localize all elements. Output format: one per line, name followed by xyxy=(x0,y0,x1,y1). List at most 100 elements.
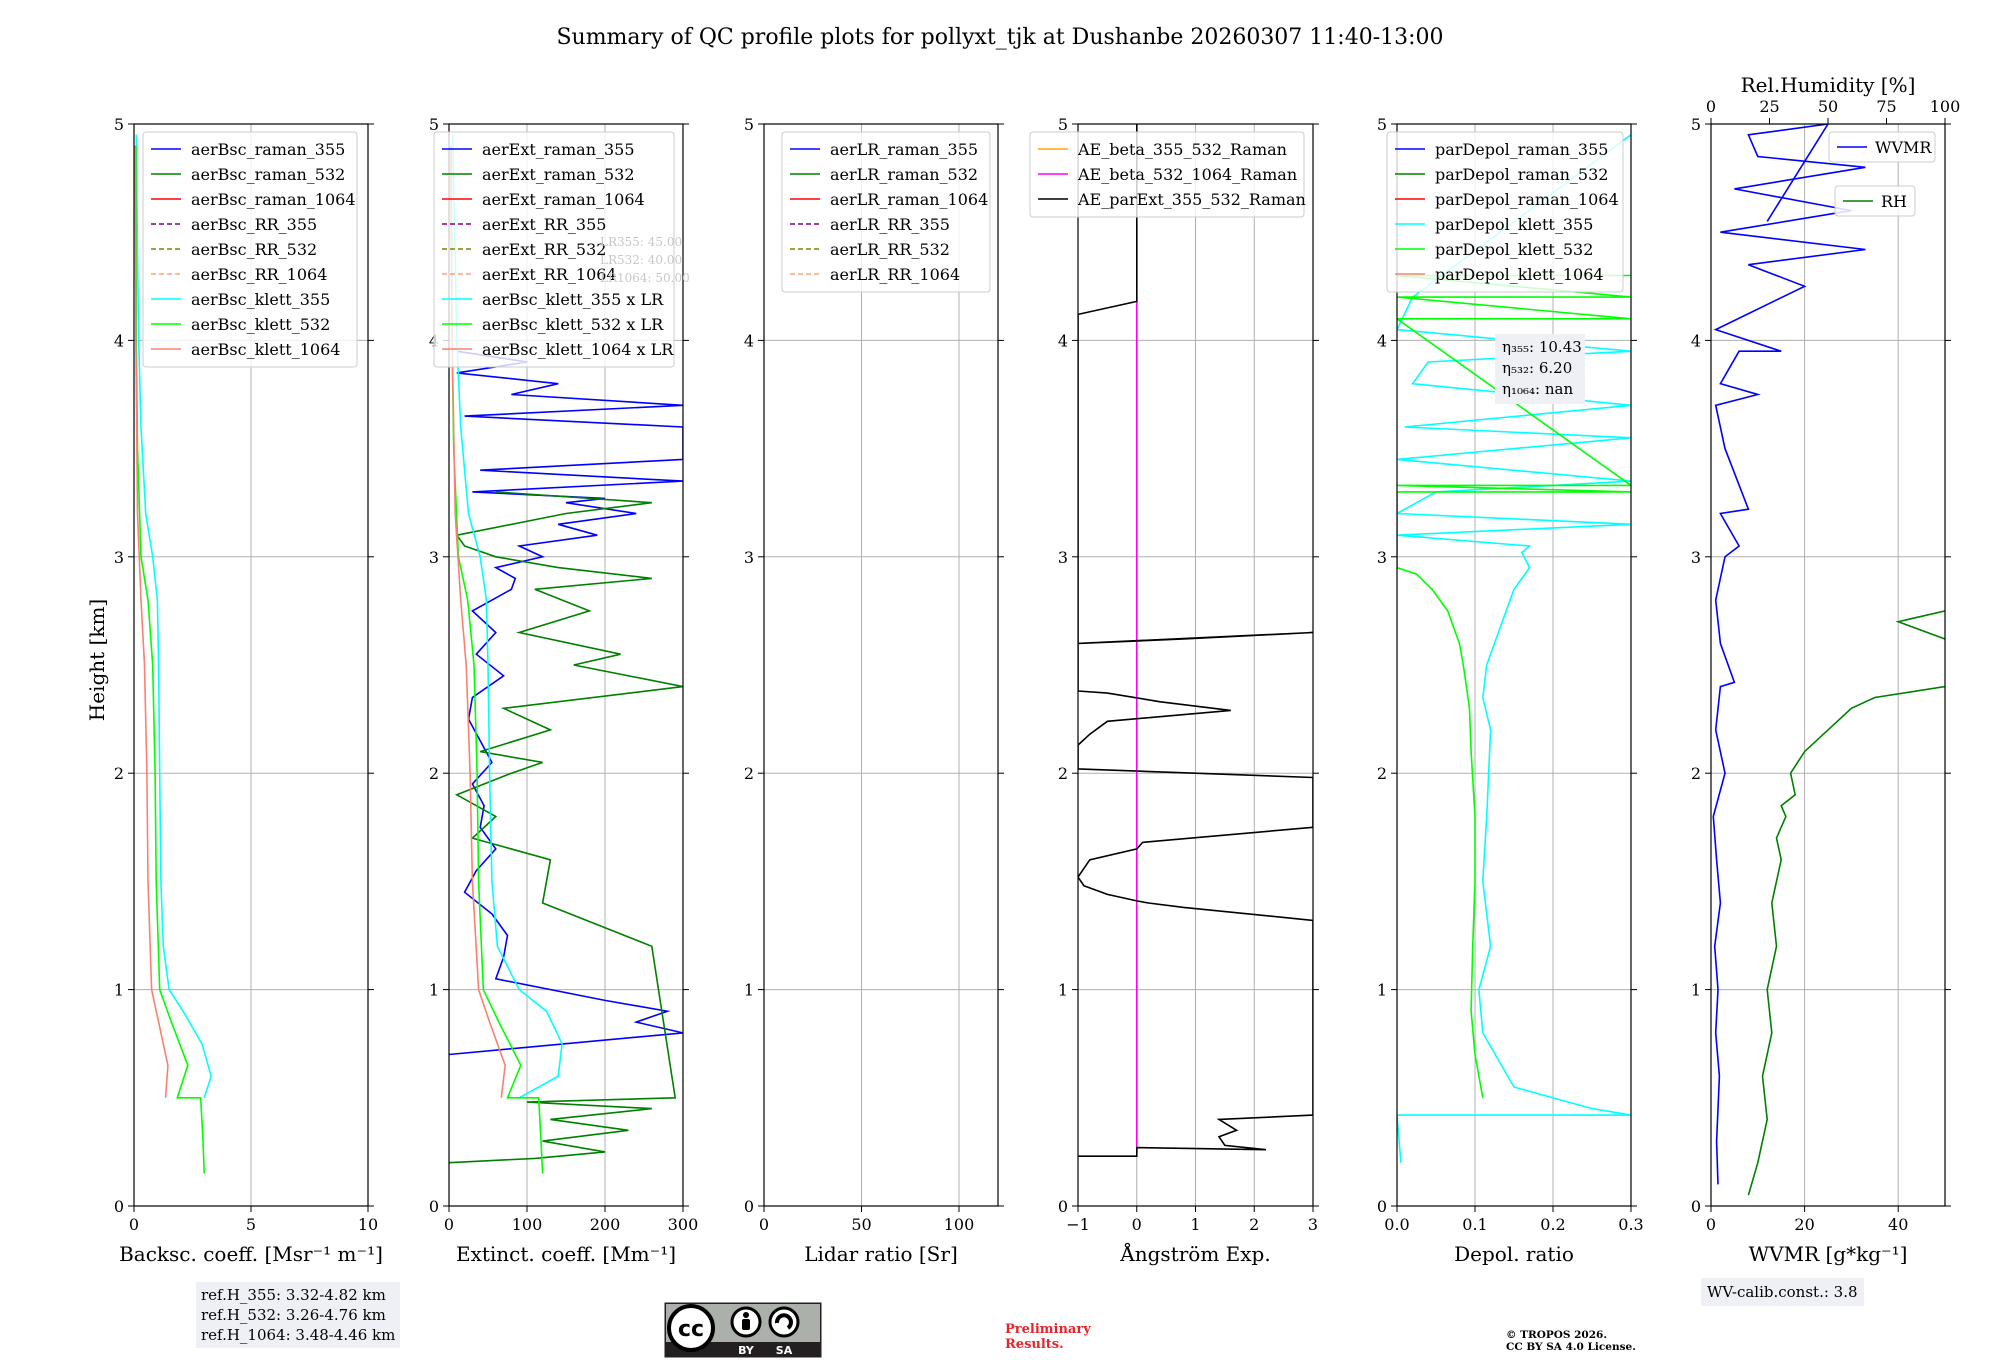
by-person-body xyxy=(742,1319,750,1330)
lidar-ratio-annotation: LR532: 40.00 xyxy=(600,253,682,267)
legend-label: parDepol_klett_1064 xyxy=(1435,265,1604,284)
legend-angstrom: AE_beta_355_532_Raman AE_beta_532_1064_Ra… xyxy=(1029,131,1306,218)
rh-axis-label: Rel.Humidity [%] xyxy=(1741,73,1916,97)
series-line-aerbsc-klett-532 xyxy=(135,145,205,1174)
y-tick-label: 2 xyxy=(1058,764,1068,783)
series-line-ae-parext-355-532-raman xyxy=(1078,124,1313,1157)
y-tick-label: 1 xyxy=(1058,981,1068,1000)
y-tick-label: 2 xyxy=(744,764,754,783)
x-tick-label: 0.0 xyxy=(1384,1215,1409,1234)
copyright-line-1: © TROPOS 2026. xyxy=(1506,1329,1608,1341)
y-tick-label: 0 xyxy=(429,1197,439,1216)
copyright-line-2: CC BY SA 4.0 License. xyxy=(1506,1341,1636,1353)
x-tick-label: 0.3 xyxy=(1618,1215,1643,1234)
y-tick-label: 4 xyxy=(114,331,124,350)
x-tick-label: 100 xyxy=(944,1215,975,1234)
x-tick-label: 0.2 xyxy=(1540,1215,1565,1234)
legend-depolarization: parDepol_raman_355 parDepol_raman_532 parD… xyxy=(1386,131,1624,293)
legend-label: aerLR_RR_355 xyxy=(830,215,950,234)
chart-panel-depolarization: 0.0 0.1 0.2 0.3 0 1 2 3 4 5 Depol. ratio parDepol_r… xyxy=(1377,115,1644,1266)
series-line-aerext-raman-532 xyxy=(449,491,683,1164)
legend-label: aerLR_raman_355 xyxy=(830,140,978,159)
legend-label: aerBsc_raman_355 xyxy=(191,140,345,159)
x-axis-label: Ångström Exp. xyxy=(1119,1241,1270,1266)
lidar-ratio-annotation: LR355: 45.00 xyxy=(600,235,682,249)
legend-label: WVMR xyxy=(1875,138,1932,157)
lidar-ratio-annotation: LR1064: 50.00 xyxy=(600,271,690,285)
y-tick-label: 4 xyxy=(1691,331,1701,350)
sa-arrow-icon xyxy=(774,1313,793,1330)
y-tick-label: 3 xyxy=(1691,548,1701,567)
legend-label: aerBsc_klett_1064 xyxy=(191,340,340,359)
eta-calibration-value: η₃₅₅: 10.43 xyxy=(1502,338,1582,356)
rh-tick-label: 50 xyxy=(1818,97,1838,116)
legend-label: AE_parExt_355_532_Raman xyxy=(1077,190,1306,209)
x-axis-label: Lidar ratio [Sr] xyxy=(804,1242,958,1266)
legend-box-wvmr: WVMR xyxy=(1828,131,1936,163)
series-line-pardepol-klett-532 xyxy=(1397,274,1631,1098)
preliminary-line-2: Results. xyxy=(1005,1337,1064,1352)
legend-label: aerLR_raman_532 xyxy=(830,165,978,184)
series-line-aerext-raman-355 xyxy=(449,350,683,1056)
y-tick-label: 2 xyxy=(114,764,124,783)
legend-label: aerBsc_klett_532 xyxy=(191,315,330,334)
legend-label: aerBsc_klett_532 x LR xyxy=(482,315,664,334)
x-tick-label: 50 xyxy=(851,1215,871,1234)
series-line-aerbsc-klett-355 xyxy=(135,134,213,1099)
legend-frame xyxy=(1029,131,1305,218)
chart-panel-extinction: 0100200300012345Extinct. coeff. [Mm⁻¹]ae… xyxy=(429,115,698,1266)
y-tick-label: 4 xyxy=(1058,331,1068,350)
eta-calibration-value: η₁₀₆₄: nan xyxy=(1502,380,1573,398)
legend-label: aerBsc_RR_532 xyxy=(191,240,317,259)
figure-title: Summary of QC profile plots for pollyxt_… xyxy=(556,25,1443,50)
legend-label: parDepol_raman_532 xyxy=(1435,165,1608,184)
legend-frame xyxy=(1834,185,1916,217)
y-tick-label: 5 xyxy=(744,115,754,134)
x-tick-label: 100 xyxy=(512,1215,543,1234)
series-line-pardepol-klett-355 xyxy=(1397,134,1631,1163)
legend-label: aerBsc_klett_1064 x LR xyxy=(482,340,674,359)
legend-frame xyxy=(781,131,991,293)
x-tick-label: 2 xyxy=(1249,1215,1259,1234)
x-tick-label: 0 xyxy=(1132,1215,1142,1234)
chart-panel-lidar_ratio: 0 50 100 0 1 2 3 4 5 Lidar ratio [Sr] aerLR_raman_… xyxy=(744,115,1004,1266)
y-tick-label: 1 xyxy=(1691,981,1701,1000)
y-tick-label: 4 xyxy=(744,331,754,350)
series-line-rh xyxy=(1747,610,1945,1196)
chart-panel-backscatter: 0 5 10 0 1 2 3 4 5 Backsc. coeff. [Msr⁻¹ m⁻¹] aerB… xyxy=(114,115,383,1266)
y-tick-label: 5 xyxy=(429,115,439,134)
y-tick-label: 5 xyxy=(1691,115,1701,134)
by-person-head xyxy=(743,1312,749,1318)
legend-label: aerBsc_RR_355 xyxy=(191,215,317,234)
legend-label: aerExt_RR_1064 xyxy=(482,265,617,284)
x-tick-label: 0 xyxy=(759,1215,769,1234)
y-tick-label: 3 xyxy=(1377,548,1387,567)
x-tick-label: 0 xyxy=(1706,1215,1716,1234)
y-tick-label: 2 xyxy=(429,764,439,783)
legend-label: aerExt_RR_532 xyxy=(482,240,606,259)
legend-label: aerBsc_raman_532 xyxy=(191,165,345,184)
legend-label: AE_beta_355_532_Raman xyxy=(1077,140,1287,159)
y-tick-label: 1 xyxy=(744,981,754,1000)
reference-heights-box: ref.H_355: 3.32-4.82 km ref.H_532: 3.26-… xyxy=(196,1282,401,1348)
legend-label: RH xyxy=(1881,192,1907,211)
ref-height-1064: ref.H_1064: 3.48-4.46 km xyxy=(201,1326,396,1344)
axes-frame xyxy=(448,123,684,1207)
y-tick-label: 3 xyxy=(744,548,754,567)
y-tick-label: 2 xyxy=(1691,764,1701,783)
preliminary-line-1: Preliminary xyxy=(1005,1322,1091,1337)
axes-frame xyxy=(1710,123,1946,1207)
legend-label: aerBsc_klett_355 xyxy=(191,290,330,309)
x-axis-label: WVMR [g*kg⁻¹] xyxy=(1749,1242,1908,1266)
legend-label: aerLR_RR_532 xyxy=(830,240,950,259)
height-axis-label: Height [km] xyxy=(85,599,109,721)
chart-panel-water_vapor: 0 20 40 0 1 2 3 4 5 WVMR [g*kg⁻¹] WVMR RH 0 25 50 75 100… xyxy=(1691,73,1960,1266)
y-tick-label: 0 xyxy=(744,1197,754,1216)
legend-extinction: aerExt_raman_355 aerExt_raman_532 aerExt_r… xyxy=(433,131,675,368)
x-tick-label: 300 xyxy=(668,1215,699,1234)
cc-badge-text: cc xyxy=(678,1317,704,1342)
legend-box-rh: RH xyxy=(1834,185,1916,217)
legend-label: aerLR_raman_1064 xyxy=(830,190,988,209)
axes-frame xyxy=(1396,123,1632,1207)
